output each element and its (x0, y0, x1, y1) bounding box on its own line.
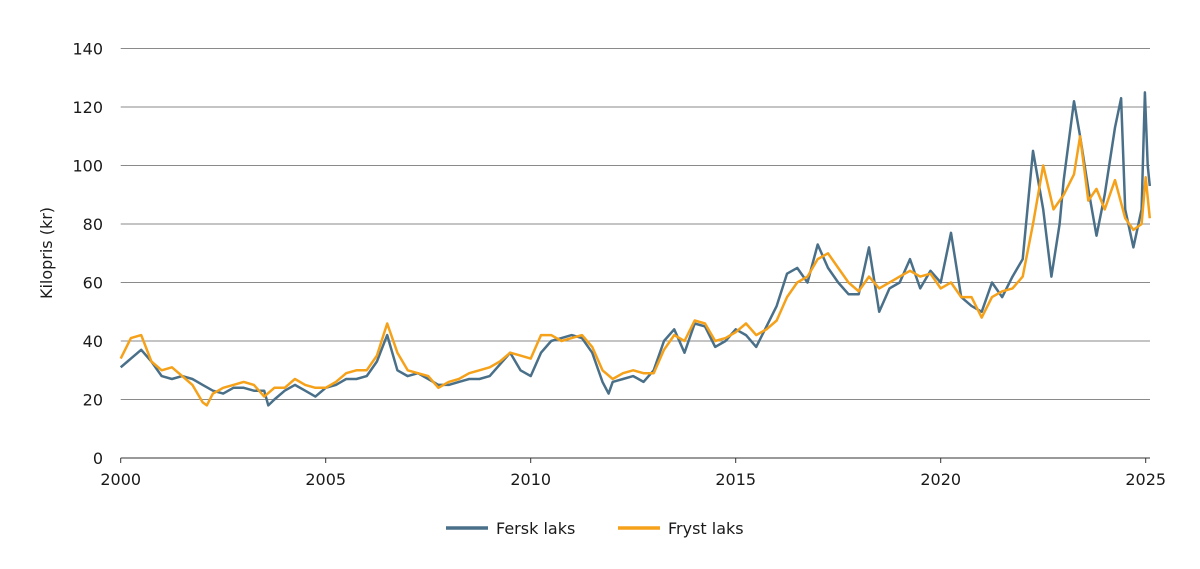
legend-label-fersk-laks: Fersk laks (496, 519, 575, 538)
y-tick-label: 140 (72, 40, 103, 59)
x-tick-label: 2020 (920, 470, 961, 489)
legend: Fersk laks Fryst laks (446, 519, 744, 538)
y-tick-label: 0 (93, 449, 103, 468)
series-line-fersk-laks (119, 91, 1152, 407)
x-tick-label: 2005 (305, 470, 346, 489)
y-axis-label: Kilopris (kr) (37, 207, 56, 299)
x-axis-ticks: 2000 2005 2010 2015 2020 2025 (100, 458, 1166, 489)
y-tick-label: 100 (72, 157, 103, 176)
series-line-fryst-laks (119, 135, 1152, 407)
y-axis-ticks: 0 20 40 60 80 100 120 140 (72, 40, 103, 469)
y-tick-label: 80 (83, 215, 103, 234)
y-tick-label: 40 (83, 332, 103, 351)
x-tick-label: 2010 (510, 470, 551, 489)
x-tick-label: 2025 (1125, 470, 1166, 489)
legend-label-fryst-laks: Fryst laks (668, 519, 744, 538)
y-tick-label: 60 (83, 274, 103, 293)
x-tick-label: 2015 (715, 470, 756, 489)
x-tick-label: 2000 (100, 470, 141, 489)
series-lines (119, 91, 1152, 407)
gridlines (120, 48, 1150, 459)
y-tick-label: 20 (83, 391, 103, 410)
y-tick-label: 120 (72, 98, 103, 117)
